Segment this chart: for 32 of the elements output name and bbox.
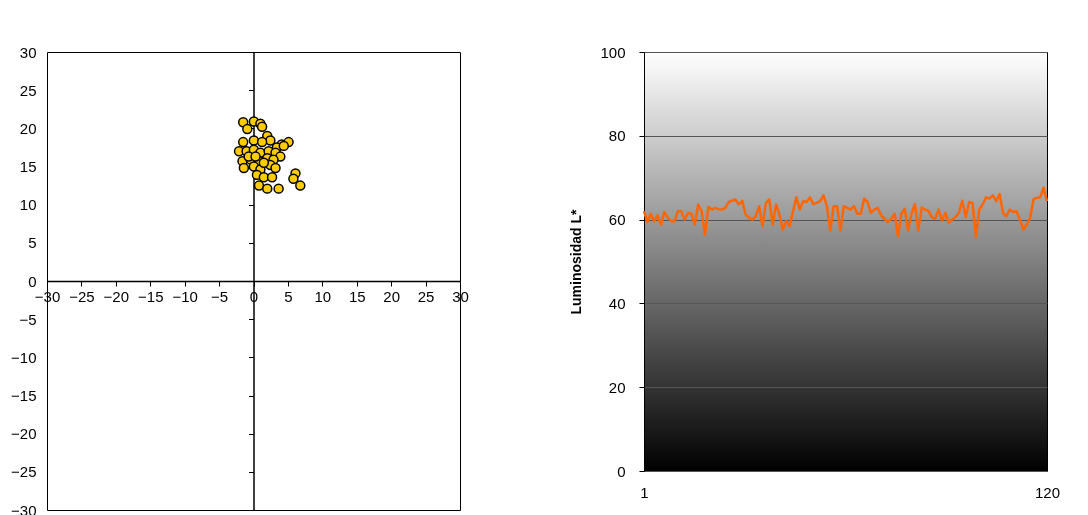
y-tick-label: 5 xyxy=(28,234,37,252)
y-tick-label: 25 xyxy=(19,81,37,99)
y-axis-title: Luminosidad L* xyxy=(568,208,585,315)
y-tick-label: 20 xyxy=(608,378,626,396)
y-tick-label: 20 xyxy=(19,119,37,137)
x-tick-label: −10 xyxy=(172,287,198,305)
y-tick-label: 30 xyxy=(19,43,37,61)
x-tick-label: −5 xyxy=(211,287,229,305)
x-tick-label: −25 xyxy=(69,287,95,305)
y-tick-label: 0 xyxy=(28,272,37,290)
y-tick-label: −30 xyxy=(11,501,37,515)
x-tick-label: 1 xyxy=(640,483,649,501)
x-tick-label: 10 xyxy=(314,287,332,305)
y-tick-label: 80 xyxy=(608,127,626,145)
x-tick-label: 5 xyxy=(284,287,293,305)
y-tick-label: −20 xyxy=(11,425,37,443)
y-tick-label: −10 xyxy=(11,348,37,366)
y-tick-label: 40 xyxy=(608,294,626,312)
x-tick-label: 20 xyxy=(383,287,401,305)
y-tick-label: 100 xyxy=(600,43,626,61)
y-tick-label: 0 xyxy=(617,462,626,480)
y-tick-label: −5 xyxy=(19,310,37,328)
x-tick-label: −15 xyxy=(138,287,164,305)
y-tick-label: −15 xyxy=(11,387,37,404)
y-tick-label: 10 xyxy=(19,196,37,214)
x-tick-label: −20 xyxy=(103,287,130,305)
y-tick-label: −25 xyxy=(11,463,37,481)
x-tick-label: 25 xyxy=(417,287,435,305)
y-tick-label: 15 xyxy=(19,158,37,175)
x-tick-label: 15 xyxy=(348,287,366,305)
x-tick-label: 120 xyxy=(1034,483,1061,501)
y-tick-label: 60 xyxy=(608,211,626,229)
